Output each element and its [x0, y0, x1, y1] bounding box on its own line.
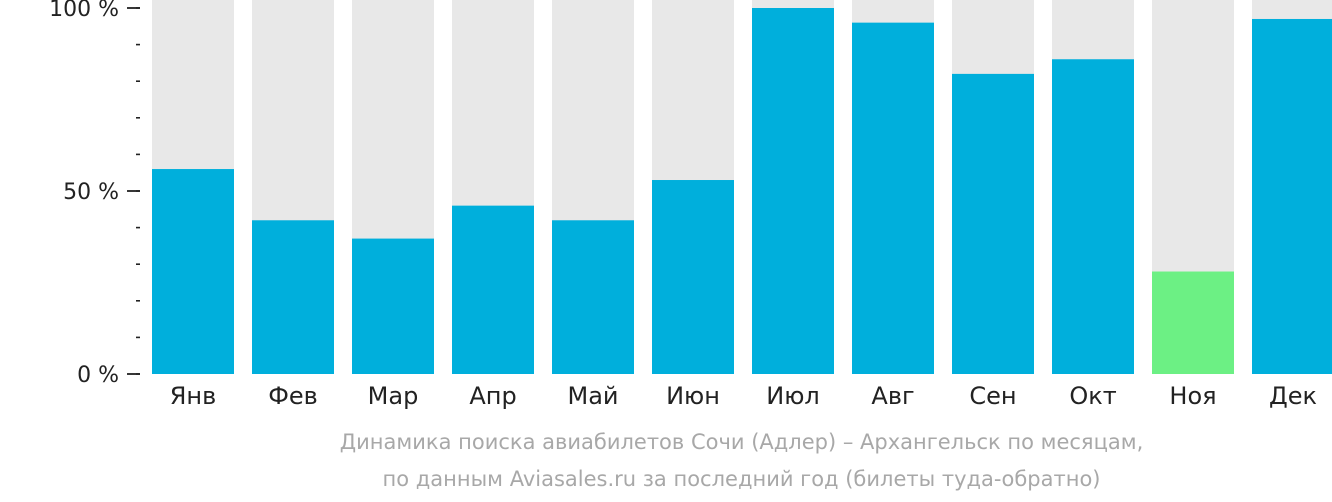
x-category-label: Авг: [871, 382, 914, 410]
bar-2: [352, 238, 434, 374]
bar-4: [552, 220, 634, 374]
bar-11: [1252, 18, 1332, 374]
bar-3: [452, 205, 534, 374]
chart-caption-line-2: по данным Aviasales.ru за последний год …: [382, 467, 1101, 491]
bar-chart: 0 % 50 % 100 % Янв Фев Мар Апр Май Июн Июл Авг Сен О…: [49, 0, 1332, 410]
y-tick-label: 50 %: [63, 180, 119, 205]
bar-5: [652, 180, 734, 374]
x-category-label: Мар: [368, 382, 419, 410]
bar-0: [152, 169, 234, 374]
x-category-label: Ноя: [1169, 382, 1216, 410]
bar-9: [1052, 59, 1134, 375]
bar-7: [852, 22, 934, 374]
x-category-label: Июл: [766, 382, 820, 410]
x-category-label: Янв: [170, 382, 217, 410]
x-category-label: Апр: [469, 382, 516, 410]
x-category-label: Окт: [1069, 382, 1116, 410]
bar-10: [1152, 271, 1234, 374]
x-category-label: Фев: [268, 382, 318, 410]
x-category-label: Май: [567, 382, 618, 410]
y-tick-label: 0 %: [77, 363, 119, 388]
x-category-label: Июн: [666, 382, 720, 410]
y-tick-label: 100 %: [49, 0, 119, 22]
x-category-label: Дек: [1269, 382, 1317, 410]
bar-6: [752, 8, 834, 374]
x-category-label: Сен: [969, 382, 1016, 410]
bar-8: [952, 73, 1034, 374]
bar-1: [252, 220, 334, 374]
chart-caption-line-1: Динамика поиска авиабилетов Сочи (Адлер)…: [339, 430, 1144, 454]
